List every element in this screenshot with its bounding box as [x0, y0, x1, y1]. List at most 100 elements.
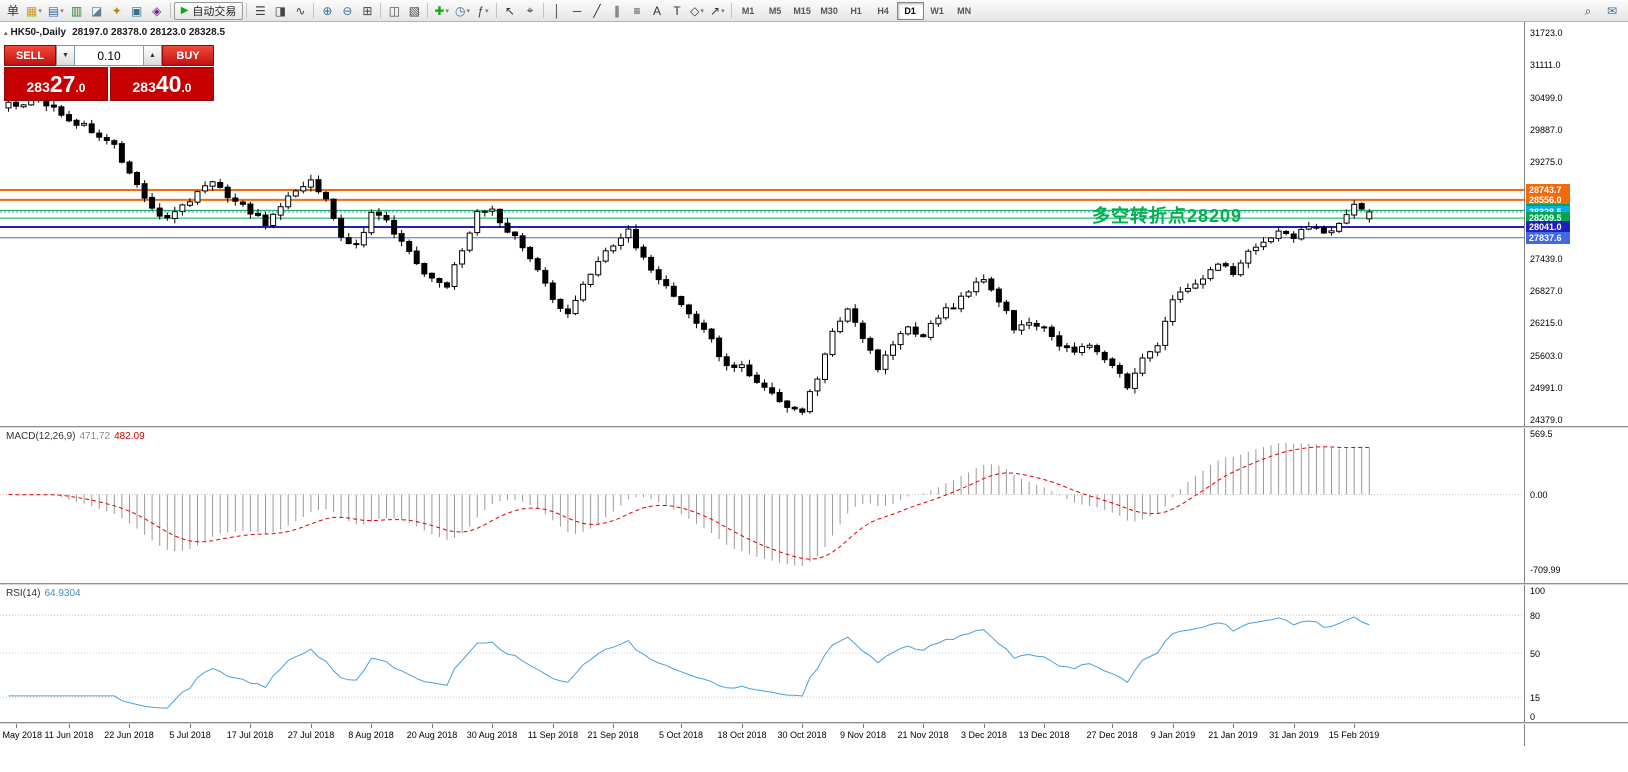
time-axis-label: 18 Oct 2018 — [717, 730, 767, 740]
macd-value-main: 471.72 — [79, 431, 111, 442]
buy-price-button[interactable]: 283 40.0 — [110, 67, 214, 101]
panel-separator[interactable] — [0, 722, 1628, 724]
volume-increase-button[interactable]: ▲ — [144, 45, 162, 66]
macd-panel[interactable]: MACD(12,26,9) 471.72 482.09 — [0, 428, 1524, 583]
main-chart-panel[interactable]: ▴ HK50-,Daily 28197.0 28378.0 28123.0 2832… — [0, 22, 1524, 426]
timeframe-m5-button[interactable]: M5 — [768, 5, 782, 16]
macd-label: MACD(12,26,9) 471.72 482.09 — [6, 431, 145, 442]
candlestick-chart-icon[interactable]: ◨ — [274, 3, 287, 18]
chevron-down-icon: ▾ — [60, 7, 64, 15]
price-axis[interactable]: 31723.0 31111.0 30499.0 29887.0 29275.0 27439… — [1524, 22, 1628, 746]
price-axis-label: 25603.0 — [1530, 351, 1563, 361]
toolbar-separator — [169, 3, 171, 18]
channel-icon[interactable]: ∥ — [614, 3, 620, 18]
time-axis-tick — [69, 724, 70, 728]
rsi-panel[interactable]: RSI(14) 64.9304 — [0, 585, 1524, 722]
macd-axis-label: -709.99 — [1530, 565, 1561, 575]
add-chart-icon[interactable]: ✚ ▾ — [434, 3, 449, 18]
autotrading-button[interactable]: ▶ 自动交易 — [173, 1, 244, 20]
timeframe-h1-button[interactable]: H1 — [850, 5, 862, 16]
chevron-down-icon: ▾ — [700, 7, 704, 15]
toolbar-separator — [313, 3, 315, 18]
time-axis-label: 30 Oct 2018 — [777, 730, 827, 740]
time-axis-tick — [923, 724, 924, 728]
zoom-in-icon[interactable]: ⊕ — [322, 3, 333, 18]
indicators-icon[interactable]: ƒ ▾ — [477, 3, 489, 18]
cascade-windows-icon[interactable]: ▧ — [408, 3, 421, 18]
toolbar-separator — [246, 3, 248, 18]
time-axis-label: 21 Sep 2018 — [587, 730, 639, 740]
time-axis-tick — [1112, 724, 1113, 728]
time-axis-label: 30 Aug 2018 — [466, 730, 518, 740]
time-axis-tick — [984, 724, 985, 728]
rsi-name: RSI(14) — [6, 588, 41, 599]
tile-windows-icon[interactable]: ◫ — [388, 3, 401, 18]
bar-chart-icon[interactable]: ☰ — [255, 3, 266, 18]
time-axis-label: 30 May 2018 — [0, 730, 43, 740]
time-axis-label: 22 Jun 2018 — [104, 730, 154, 740]
time-axis-tick — [371, 724, 372, 728]
grid-icon[interactable]: ⊞ — [362, 3, 373, 18]
period-icon[interactable]: ◷ ▾ — [455, 3, 470, 18]
market-watch-icon[interactable]: ▥ — [71, 3, 83, 18]
timeframe-m15-button[interactable]: M15 — [793, 5, 811, 16]
rsi-chart — [0, 585, 1524, 722]
rsi-axis-label: 50 — [1530, 649, 1541, 659]
profiles-icon[interactable]: ▤ ▾ — [47, 3, 64, 18]
terminal-icon[interactable]: ▣ — [131, 3, 143, 18]
chevron-down-icon: ▾ — [485, 7, 489, 15]
timeframe-mn-button[interactable]: MN — [957, 5, 972, 16]
autotrading-icon: ▶ — [180, 5, 189, 16]
sell-price-button[interactable]: 283 27.0 — [4, 67, 108, 101]
cursor-icon[interactable]: ↖ — [504, 3, 516, 18]
sell-price-big: 27 — [49, 71, 76, 97]
sell-button[interactable]: SELL — [4, 45, 56, 66]
volume-input[interactable]: 0.10 — [74, 45, 144, 66]
strategy-tester-icon[interactable]: ◈ — [152, 3, 162, 18]
timeframe-d1-button[interactable]: D1 — [896, 1, 924, 20]
label-icon[interactable]: T — [673, 3, 681, 18]
panel-separator[interactable] — [0, 426, 1628, 428]
panel-separator[interactable] — [0, 583, 1628, 585]
fibonacci-icon[interactable]: ≡ — [633, 3, 641, 18]
navigator-icon[interactable]: ✦ — [111, 3, 122, 18]
toolbar: 单 ▦ ▾ ▤ ▾ ▥ ◪ ✦ ▣ ◈ ▶ 自动交易 ☰ ◨ ∿ ⊕ ⊖ ⊞ ◫ ▧ ✚ ▾ ◷ ▾ ƒ ▾ ↖ ⌖ │ ─ ╱ ∥ ≡ A T ◇ ▾… — [0, 0, 1628, 22]
rsi-label: RSI(14) 64.9304 — [6, 588, 81, 599]
price-axis-label: 26215.0 — [1530, 318, 1563, 328]
time-axis-label: 11 Sep 2018 — [527, 730, 579, 740]
volume-decrease-button[interactable]: ▼ — [56, 45, 74, 66]
price-axis-label: 31723.0 — [1530, 28, 1563, 38]
timeframe-w1-button[interactable]: W1 — [930, 5, 944, 16]
trendline-icon[interactable]: ╱ — [593, 3, 601, 18]
chevron-down-icon: ▾ — [38, 7, 42, 15]
crosshair-icon[interactable]: ⌖ — [526, 3, 534, 17]
horizontal-line-icon[interactable]: ─ — [572, 3, 582, 18]
macd-chart — [0, 428, 1524, 583]
new-chart-icon[interactable]: ▦ ▾ — [26, 3, 42, 18]
rsi-axis-label: 80 — [1530, 611, 1541, 621]
buy-button[interactable]: BUY — [162, 45, 214, 66]
one-click-trading-panel: SELL ▼ 0.10 ▲ BUY 283 27.0 283 40.0 — [4, 45, 214, 101]
time-axis-label: 8 Aug 2018 — [348, 730, 394, 740]
arrows-icon[interactable]: ↗ ▾ — [710, 3, 725, 18]
shapes-icon[interactable]: ◇ ▾ — [690, 3, 704, 18]
text-icon[interactable]: A — [652, 3, 661, 18]
zoom-out-icon[interactable]: ⊖ — [342, 3, 353, 18]
rsi-axis-label: 0 — [1530, 712, 1536, 722]
line-chart-icon[interactable]: ∿ — [295, 3, 306, 18]
timeframe-m30-button[interactable]: M30 — [820, 5, 838, 16]
time-axis-label: 21 Nov 2018 — [897, 730, 949, 740]
time-axis-label: 5 Jul 2018 — [169, 730, 211, 740]
time-axis-tick — [742, 724, 743, 728]
data-window-icon[interactable]: ◪ — [91, 3, 103, 18]
search-icon[interactable]: ⌕ — [1584, 3, 1592, 18]
price-axis-label: 29275.0 — [1530, 157, 1563, 167]
chat-icon[interactable]: ✉ — [1606, 4, 1618, 18]
sell-price-prefix: 283 — [26, 79, 50, 95]
timeframe-h4-button[interactable]: H4 — [877, 5, 889, 16]
timeframe-m1-button[interactable]: M1 — [741, 5, 755, 16]
new-order-button[interactable]: 单 — [6, 4, 19, 18]
vertical-line-icon[interactable]: │ — [553, 3, 561, 18]
